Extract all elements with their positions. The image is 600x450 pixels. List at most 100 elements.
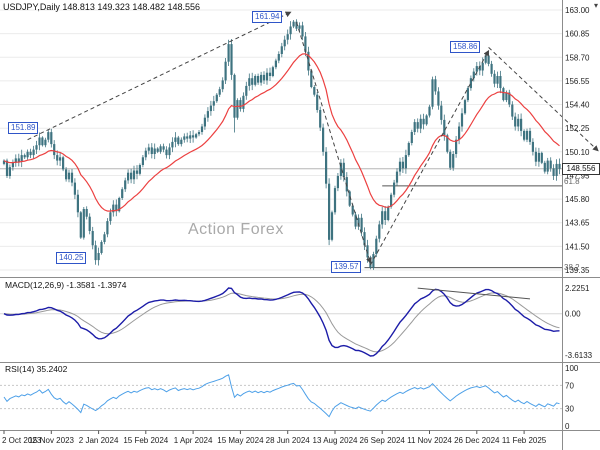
price-axis-label: 139.35 <box>565 266 590 275</box>
candle-body <box>283 39 286 47</box>
macd-axis-label: 0.00 <box>565 310 581 319</box>
candle-body <box>44 139 47 146</box>
candle-body <box>514 116 517 127</box>
candle-body <box>186 136 189 139</box>
candle-body <box>94 245 97 261</box>
candle-body <box>20 155 23 162</box>
candle-body <box>76 194 79 213</box>
candle-body <box>363 232 366 246</box>
candle-body <box>212 101 215 106</box>
candle-body <box>481 62 484 71</box>
candle-body <box>47 132 50 140</box>
candle-body <box>381 211 384 225</box>
candle-body <box>511 104 514 117</box>
candle-body <box>437 91 440 106</box>
candle-body <box>200 126 204 132</box>
candle-body <box>135 170 139 174</box>
candle-body <box>502 88 505 101</box>
candle-body <box>366 245 369 258</box>
fib-level-label-618: 61.8 <box>564 177 580 186</box>
candle-body <box>118 198 121 212</box>
candle-body <box>499 76 502 89</box>
candle-body <box>177 137 180 145</box>
candle-body <box>189 135 192 139</box>
candle-body <box>26 151 29 158</box>
candle-body <box>493 73 496 84</box>
candle-body <box>248 78 251 86</box>
candle-body <box>103 234 106 242</box>
candle-body <box>127 172 130 181</box>
rsi-axis-label: 30 <box>565 405 574 414</box>
candle-body <box>159 146 162 152</box>
price-axis-label: 160.85 <box>565 30 590 39</box>
candle-body <box>428 106 431 116</box>
candle-body <box>162 146 165 150</box>
candle-body <box>65 169 68 180</box>
candle-body <box>82 209 85 238</box>
macd-axis-label: 2.2251 <box>565 284 590 293</box>
date-axis-label: 26 Sep 2024 <box>360 436 406 445</box>
candle-body <box>523 130 526 140</box>
candle-body <box>407 143 410 156</box>
price-annotation-16194: 161.94 <box>252 11 283 23</box>
price-axis-label: 154.40 <box>565 101 590 110</box>
candle-body <box>351 205 354 215</box>
candle-body <box>401 161 404 169</box>
candle-body <box>100 242 103 253</box>
candle-body <box>79 212 82 238</box>
candle-body <box>316 94 319 110</box>
candle-body <box>339 162 342 176</box>
candle-body <box>85 209 88 217</box>
watermark: Action Forex <box>188 221 284 238</box>
candle-body <box>357 217 360 227</box>
moving-average-line <box>3 53 560 212</box>
price-axis-label: 156.55 <box>565 77 590 86</box>
date-axis-label: 26 Dec 2024 <box>454 436 500 445</box>
candle-body <box>330 212 334 240</box>
candle-body <box>14 158 17 163</box>
candle-body <box>230 44 233 75</box>
rsi-axis-label: 100 <box>565 364 579 373</box>
candle-body <box>419 118 422 129</box>
date-axis-label: 2 Oct 2023 <box>2 436 42 445</box>
candle-body <box>478 66 481 71</box>
axis-menu-icon[interactable]: ▾ <box>593 1 598 10</box>
candle-body <box>192 135 195 138</box>
candle-body <box>29 151 32 156</box>
candle-body <box>466 88 469 101</box>
candle-body <box>393 182 396 195</box>
candle-body <box>245 85 248 96</box>
candle-body <box>555 163 558 176</box>
candle-body <box>254 76 257 85</box>
candle-body <box>333 188 337 213</box>
candle-body <box>345 177 348 192</box>
candle-body <box>97 253 100 261</box>
candle-body <box>147 147 150 151</box>
candle-body <box>552 168 555 176</box>
candle-body <box>301 25 304 37</box>
candle-body <box>59 157 62 161</box>
candle-body <box>452 154 455 168</box>
candle-body <box>233 74 236 118</box>
candle-body <box>372 254 375 268</box>
date-axis-label: 1 Apr 2024 <box>174 436 213 445</box>
candle-body <box>260 74 263 83</box>
candle-body <box>404 155 407 169</box>
candle-body <box>469 78 472 89</box>
candle-body <box>265 72 269 81</box>
candle-body <box>239 100 242 109</box>
candle-body <box>150 147 153 154</box>
macd-line <box>3 287 560 357</box>
candle-body <box>183 136 186 140</box>
candle-body <box>35 145 38 150</box>
candle-body <box>342 162 345 178</box>
candle-body <box>277 54 280 61</box>
candle-body <box>517 118 520 127</box>
candle-body <box>531 141 534 152</box>
candle-body <box>242 95 245 109</box>
chart-plot-area[interactable] <box>0 0 562 430</box>
candle-body <box>91 231 94 246</box>
candle-body <box>109 212 112 222</box>
current-price-tag: 148.556 <box>562 163 600 175</box>
